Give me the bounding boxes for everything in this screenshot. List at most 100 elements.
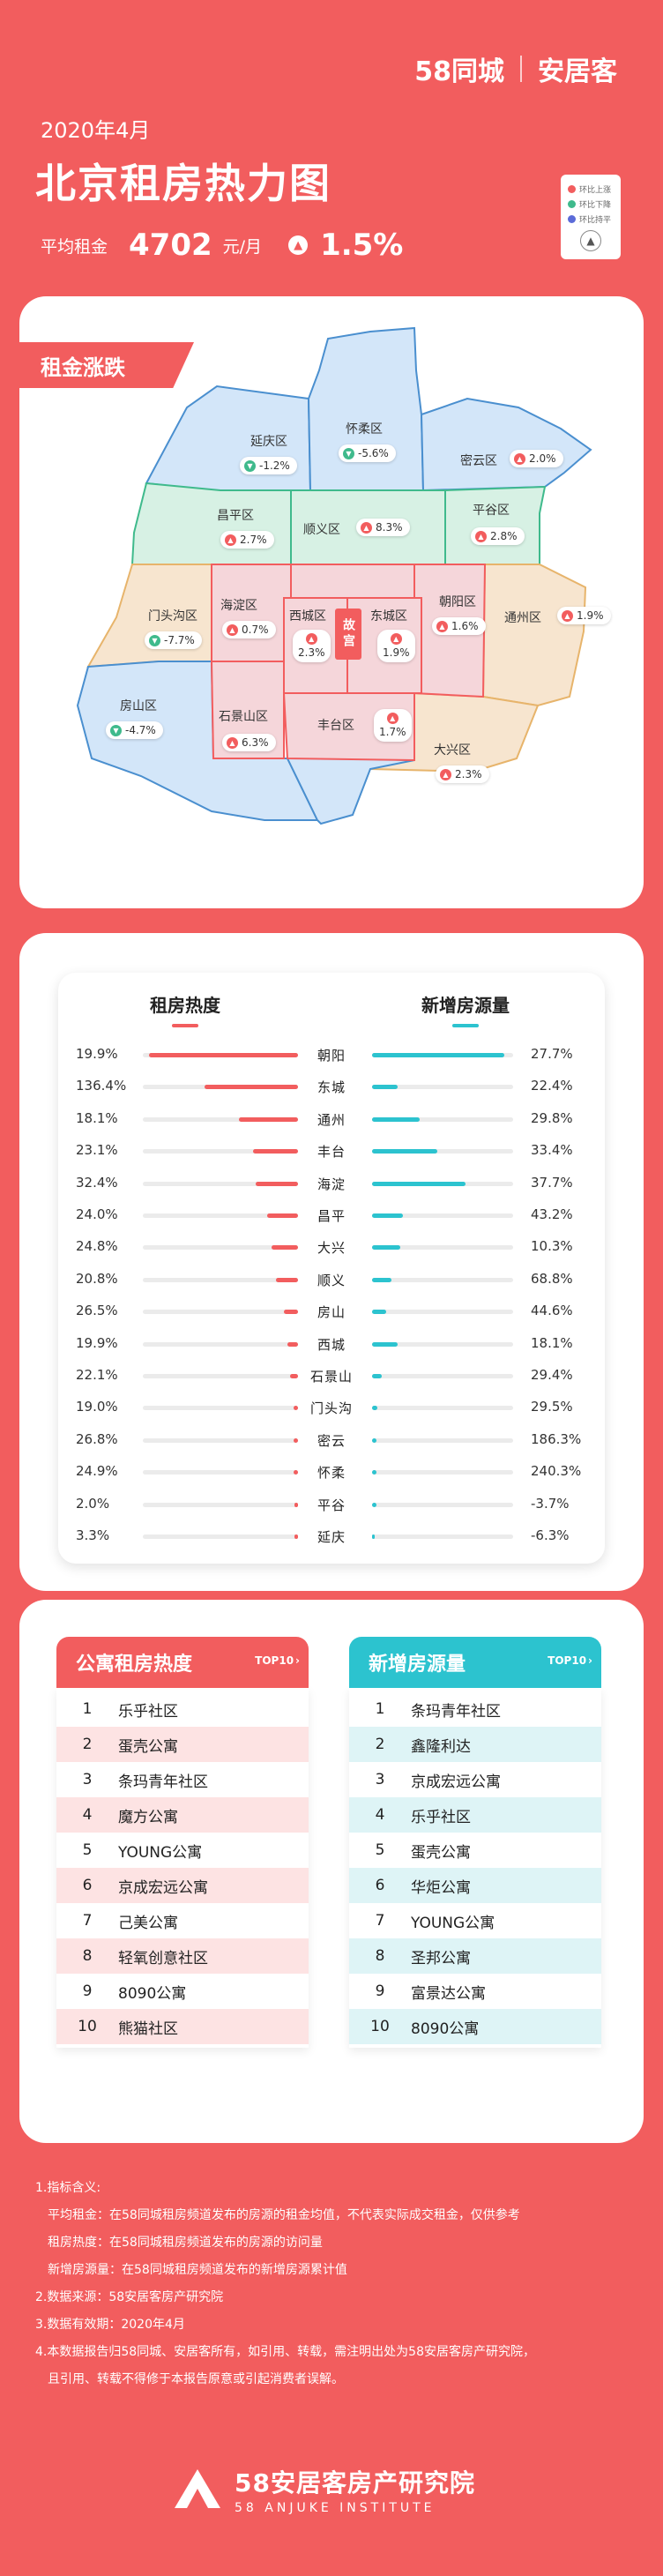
heat-value: 3.3% — [76, 1527, 110, 1543]
ranking-row: 23.1% 丰台 33.4% — [58, 1135, 605, 1167]
heat-value: 19.9% — [76, 1046, 118, 1062]
heat-underline — [172, 1024, 198, 1027]
heat-bar-track — [143, 1470, 298, 1475]
heat-bar — [239, 1116, 298, 1122]
apartment-heat-header: 公寓租房热度 TOP10 › — [56, 1637, 309, 1688]
notes: 1.指标含义: 平均租金：在58同城租房频道发布的房源的租金均值，不代表实际成交… — [35, 2175, 635, 2393]
heat-value: 19.0% — [76, 1399, 118, 1415]
top10-badge: TOP10 › — [548, 1654, 592, 1667]
district-name-xicheng: 西城区 — [289, 609, 326, 623]
chevron-right-icon: › — [295, 1654, 300, 1667]
rank-number: 5 — [375, 1841, 385, 1859]
apartment-name: 蛋壳公寓 — [118, 1737, 178, 1756]
down-arrow-icon: ▼ — [343, 447, 354, 459]
new-listing-bar-track — [372, 1374, 513, 1378]
new-listing-bar-track — [372, 1085, 513, 1090]
heat-value: 24.8% — [76, 1238, 118, 1255]
district-name-fengtai: 丰台区 — [317, 719, 354, 733]
rank-number: 2 — [375, 1736, 385, 1753]
district-name: 东城 — [317, 1079, 346, 1096]
up-arrow-icon: ▲ — [361, 521, 372, 534]
top10-row: 3 条玛青年社区 — [56, 1762, 309, 1797]
top10-row: 6 京成宏远公寓 — [56, 1868, 309, 1903]
ranking-row: 3.3% 延庆 -6.3% — [58, 1520, 605, 1552]
new-listing-bar-track — [372, 1470, 513, 1475]
heat-value: 136.4% — [76, 1078, 127, 1094]
heat-bar-track — [143, 1053, 298, 1057]
district-change-huairou: ▼ -5.6% — [339, 444, 396, 462]
apartment-heat-top10: 公寓租房热度 TOP10 › 1 乐乎社区 2 蛋壳公寓 3 条玛青年社区 4 魔方公寓 5 YOU… — [56, 1637, 309, 2048]
apartment-name: 圣邦公寓 — [411, 1949, 471, 1967]
district-name-miyun: 密云区 — [460, 454, 497, 468]
new-listing-bar-track — [372, 1277, 513, 1282]
district-name-fangshan: 房山区 — [120, 699, 157, 713]
heat-value: 2.0% — [76, 1495, 110, 1512]
map-region-miyun — [420, 397, 592, 492]
new-listing-bar — [372, 1053, 505, 1057]
heat-column-header: 租房热度 — [150, 991, 220, 1027]
note-1a: 平均租金：在58同城租房频道发布的房源的租金均值，不代表实际成交租金，仅供参考 — [48, 2208, 520, 2222]
district-change-miyun: ▲ 2.0% — [510, 450, 563, 467]
apartment-name: 8090公寓 — [411, 2020, 480, 2038]
heat-value: 19.9% — [76, 1334, 118, 1351]
brand-anjuke: 安居客 — [538, 56, 617, 87]
apartment-name: 魔方公寓 — [118, 1808, 178, 1826]
new-listing-underline — [452, 1024, 479, 1027]
avg-rent-change: 1.5% — [320, 228, 404, 263]
heat-bar — [284, 1310, 298, 1315]
top10-row: 8 轻氧创意社区 — [56, 1938, 309, 1974]
district-name: 通州 — [317, 1111, 346, 1128]
district-name: 门头沟 — [309, 1400, 353, 1417]
ranking-row: 136.4% 东城 22.4% — [58, 1071, 605, 1102]
apartment-heat-list: 1 乐乎社区 2 蛋壳公寓 3 条玛青年社区 4 魔方公寓 5 YOUNG公寓 6 京成宏远公寓 7 己美… — [56, 1688, 309, 2048]
apartment-name: 轻氧创意社区 — [118, 1949, 208, 1967]
rank-number: 8 — [375, 1947, 385, 1965]
rank-number: 9 — [375, 1982, 385, 2000]
heat-bar-track — [143, 1534, 298, 1539]
district-name-yanqing: 延庆区 — [250, 435, 287, 449]
new-listing-value: 29.5% — [531, 1399, 573, 1415]
apartment-name: 条玛青年社区 — [411, 1702, 501, 1721]
district-change-chaoyang: ▲ 1.6% — [432, 617, 486, 635]
new-listing-bar-track — [372, 1341, 513, 1347]
rank-number: 2 — [82, 1736, 93, 1753]
down-arrow-icon: ▼ — [244, 459, 256, 472]
district-change-fengtai: ▲ 1.7% — [374, 709, 412, 742]
heat-bar-track — [143, 1310, 298, 1315]
district-name: 延庆 — [317, 1529, 346, 1545]
new-listing-header: 新增房源量 TOP10 › — [349, 1637, 601, 1688]
section-rent-change: 租金涨跌 — [19, 342, 194, 388]
district-name-tongzhou: 通州区 — [504, 611, 541, 625]
apartment-name: 蛋壳公寓 — [411, 1843, 471, 1862]
rank-number: 1 — [82, 1700, 93, 1718]
top10-row: 3 京成宏远公寓 — [349, 1762, 601, 1797]
district-name-haidian: 海淀区 — [220, 599, 257, 613]
ranking-row: 19.0% 门头沟 29.5% — [58, 1392, 605, 1423]
top10-row: 4 乐乎社区 — [349, 1797, 601, 1833]
district-name-chaoyang: 朝阳区 — [439, 595, 476, 609]
up-arrow-icon: ▲ — [475, 530, 487, 542]
rank-number: 6 — [375, 1877, 385, 1894]
district-name: 大兴 — [317, 1240, 346, 1257]
top10-row: 10 熊猫社区 — [56, 2009, 309, 2044]
map-region-ring — [290, 564, 415, 599]
district-change-haidian: ▲ 0.7% — [222, 621, 276, 638]
map-legend: 环比上涨 环比下降 环比持平 ▲ — [561, 175, 621, 259]
avg-rent-label: 平均租金 — [41, 236, 108, 257]
new-listing-bar — [372, 1149, 437, 1154]
top10-row: 2 鑫隆利达 — [349, 1727, 601, 1762]
heat-bar — [294, 1502, 298, 1507]
avg-rent-value: 4702 — [129, 228, 212, 263]
heat-value: 26.8% — [76, 1430, 118, 1447]
heat-value: 18.1% — [76, 1109, 118, 1126]
note-4: 4.本数据报告归58同城、安居客所有，如引用、转载，需注明出处为58安居客房产研… — [35, 2345, 535, 2359]
apartment-name: 己美公寓 — [118, 1914, 178, 1932]
new-listing-bar — [372, 1502, 376, 1507]
top10-row: 9 富景达公寓 — [349, 1974, 601, 2009]
beijing-map — [76, 326, 592, 825]
top10-row: 1 乐乎社区 — [56, 1691, 309, 1727]
top10-row: 7 YOUNG公寓 — [349, 1903, 601, 1938]
map-region-changping — [130, 482, 292, 565]
new-listing-bar-track — [372, 1406, 513, 1411]
ranking-row: 19.9% 西城 18.1% — [58, 1328, 605, 1360]
